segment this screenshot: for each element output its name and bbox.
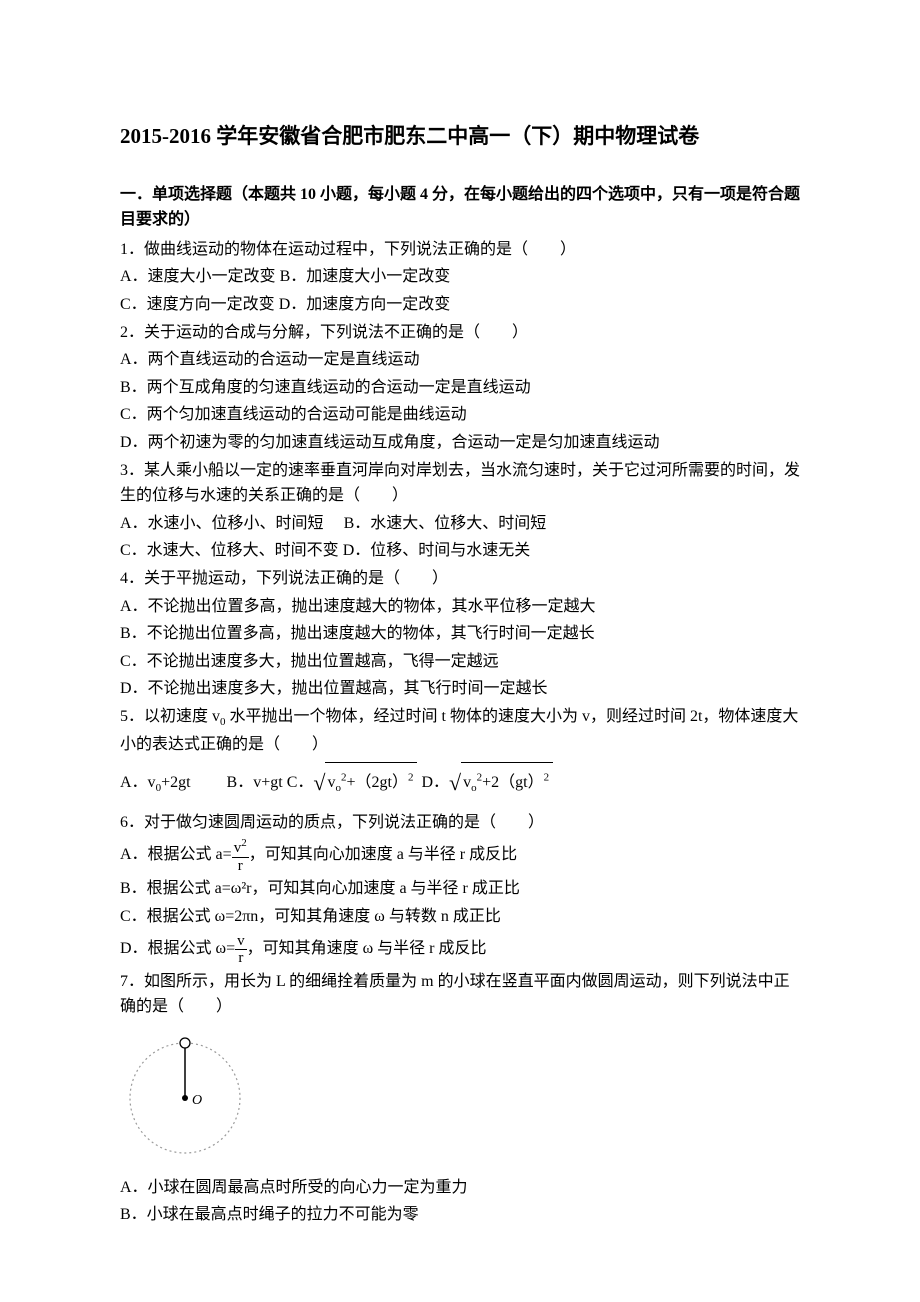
q6-optA-den: r [232,858,249,875]
q6-optA-num-sup: 2 [241,837,247,849]
q7-optA: A．小球在圆周最高点时所受的向心力一定为重力 [120,1175,800,1201]
q5-optC-sup2: 2 [408,772,414,784]
q6-optD-num: v [235,933,247,951]
top-ball [180,1038,190,1048]
q5-stem-pre: 5．以初速度 v [120,708,220,725]
q1-optA: A．速度大小一定改变 [120,268,276,285]
q1-stem: 1．做曲线运动的物体在运动过程中，下列说法正确的是（ ） [120,237,800,263]
q4-optA: A．不论抛出位置多高，抛出速度越大的物体，其水平位移一定越大 [120,594,800,620]
q6-optD: D．根据公式 ω=vr，可知其角速度 ω 与半径 r 成反比 [120,931,800,966]
q7-optB: B．小球在最高点时绳子的拉力不可能为零 [120,1202,800,1228]
page-title: 2015-2016 学年安徽省合肥市肥东二中高一（下）期中物理试卷 [120,120,800,154]
q2-optC: C．两个匀加速直线运动的合运动可能是曲线运动 [120,402,800,428]
q3-options-line2: C．水速大、位移大、时间不变 D．位移、时间与水速无关 [120,538,800,564]
q6-optA-num: v2 [232,837,249,858]
q6-optA-pre: A．根据公式 a= [120,846,232,863]
q5-optD-sup2: 2 [544,772,550,784]
q5-options: A．v0+2gt B．v+gt C．vo2+（2gt）2 D．vo2+2（gt）… [120,759,800,807]
q6-optA: A．根据公式 a=v2r，可知其向心加速度 a 与半径 r 成反比 [120,837,800,874]
q2-stem: 2．关于运动的合成与分解，下列说法不正确的是（ ） [120,320,800,346]
q5-optD-sub: o [471,782,477,794]
q3-stem: 3．某人乘小船以一定的速率垂直河岸向对岸划去，当水流匀速时，关于它过河所需要的时… [120,458,800,509]
q4-optB: B．不论抛出位置多高，抛出速度越大的物体，其飞行时间一定越长 [120,621,800,647]
q6-optC: C．根据公式 ω=2πn，可知其角速度 ω 与转数 n 成正比 [120,904,800,930]
q4-optC: C．不论抛出速度多大，抛出位置越高，飞得一定越远 [120,649,800,675]
q3-optA: A．水速小、位移小、时间短 [120,515,324,532]
q6-stem: 6．对于做匀速圆周运动的质点，下列说法正确的是（ ） [120,810,800,836]
q1-optB: B．加速度大小一定改变 [280,268,451,285]
q2-optB: B．两个互成角度的匀速直线运动的合运动一定是直线运动 [120,375,800,401]
q1-optD: D．加速度方向一定改变 [279,296,451,313]
q6-optD-pre: D．根据公式 ω= [120,940,235,957]
q5-optA-pre: A．v [120,774,156,791]
q5-optD-pre: D． [421,774,449,791]
q3-optC: C．水速大、位移大、时间不变 [120,542,339,559]
q2-optD: D．两个初速为零的匀加速直线运动互成角度，合运动一定是匀加速直线运动 [120,430,800,456]
vertical-circle-diagram: O [120,1028,250,1158]
q5-optC-sub: o [335,782,341,794]
q6-optA-post: ，可知其向心加速度 a 与半径 r 成反比 [249,846,517,863]
fraction: v2r [232,837,249,874]
q4-stem: 4．关于平抛运动，下列说法正确的是（ ） [120,566,800,592]
q6-optB: B．根据公式 a=ω²r，可知其向心加速度 a 与半径 r 成正比 [120,876,800,902]
q3-optD: D．位移、时间与水速无关 [343,542,531,559]
q6-optD-den: r [235,950,247,967]
q5-optD-mid: +2（gt） [482,774,543,791]
center-label: O [192,1093,202,1108]
q5-optA-post: +2gt [161,774,190,791]
q3-optB: B．水速大、位移大、时间短 [344,515,547,532]
q1-options-line1: A．速度大小一定改变 B．加速度大小一定改变 [120,264,800,290]
q5-optC-pre: C． [287,774,314,791]
q7-stem: 7．如图所示，用长为 L 的细绳拴着质量为 m 的小球在竖直平面内做圆周运动，则… [120,969,800,1020]
q2-optA: A．两个直线运动的合运动一定是直线运动 [120,347,800,373]
q5-optD-radicand: vo2+2（gt）2 [461,762,553,800]
q5-optC: C．vo2+（2gt）2 [287,774,422,791]
q5-optC-radicand: vo2+（2gt）2 [325,762,417,800]
q5-stem-mid: 水平抛出一个物体，经过时间 t 物体的速度大小为 v，则经过时间 2t，物体速度… [120,708,798,753]
q6-optD-post: ，可知其角速度 ω 与半径 r 成反比 [247,940,487,957]
q5-optC-mid: +（2gt） [346,774,407,791]
q5-stem: 5．以初速度 v0 水平抛出一个物体，经过时间 t 物体的速度大小为 v，则经过… [120,704,800,757]
q3-options-line1: A．水速小、位移小、时间短 B．水速大、位移大、时间短 [120,511,800,537]
center-dot [182,1095,188,1101]
section-header: 一．单项选择题（本题共 10 小题，每小题 4 分，在每小题给出的四个选项中，只… [120,182,800,233]
q5-optB: B．v+gt [227,774,283,791]
q1-optC: C．速度方向一定改变 [120,296,275,313]
fraction: vr [235,933,247,967]
sqrt-icon: vo2+2（gt）2 [449,759,553,807]
q1-options-line2: C．速度方向一定改变 D．加速度方向一定改变 [120,292,800,318]
q5-optD: D．vo2+2（gt）2 [421,774,553,791]
sqrt-icon: vo2+（2gt）2 [313,759,417,807]
q5-optA: A．v0+2gt [120,774,191,791]
q4-optD: D．不论抛出速度多大，抛出位置越高，其飞行时间一定越长 [120,676,800,702]
q7-diagram: O [120,1028,800,1167]
